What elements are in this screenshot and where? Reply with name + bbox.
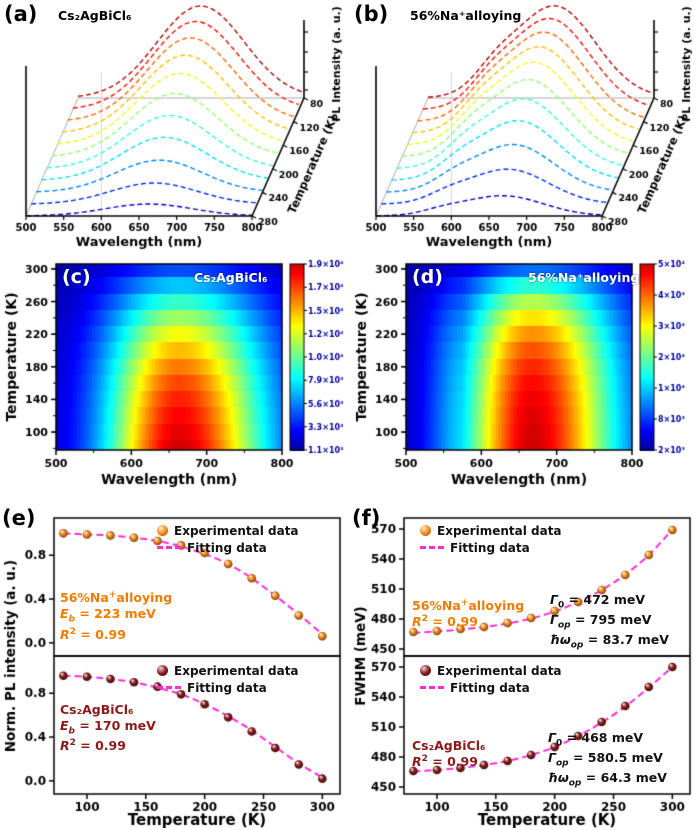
panel-f-fwhm-vs-temperature: (f) Experimental data Fitting data Exper… — [352, 506, 698, 828]
heatmap-cs2agbicl6 — [2, 254, 348, 502]
fitting-line-marker-icon — [157, 686, 181, 689]
panel-c-heatmap-cs2agbicl6: (c) Cs₂AgBiCl₆ — [2, 254, 348, 502]
legend-row-experimental: Experimental data — [157, 662, 299, 679]
experimental-data-marker-icon — [420, 525, 431, 536]
fitting-line-marker-icon — [420, 546, 444, 549]
legend-row-fitting: Fitting data — [420, 539, 562, 556]
annotation-na-alloying-phonon-params: Γ0 = 472 meV Γop = 795 meV ħωop = 83.7 meV — [550, 592, 669, 651]
panel-label-c: (c) — [62, 266, 91, 288]
panel-label-e: (e) — [2, 506, 36, 530]
panel-label-f: (f) — [352, 506, 381, 530]
panel-label-a: (a) — [4, 2, 38, 26]
panel-title-c: Cs₂AgBiCl₆ — [194, 270, 268, 285]
panel-d-heatmap-na-alloying: (d) 56%Na⁺alloying — [352, 254, 698, 502]
fitting-line-marker-icon — [420, 686, 444, 689]
legend-f-bottom: Experimental data Fitting data — [420, 662, 562, 696]
annotation-cs2agbicl6-binding-energy: Cs₂AgBiCl₆ Eb = 170 meV R2 = 0.99 — [60, 702, 156, 754]
annotation-cs2agbicl6-r2: Cs₂AgBiCl₆ R2 = 0.99 — [412, 738, 486, 770]
fitting-line-marker-icon — [157, 546, 181, 549]
scatter-plot-fwhm — [352, 506, 698, 828]
annotation-na-alloying-r2: 56%Na+alloying R2 = 0.99 — [412, 598, 525, 630]
legend-row-fitting: Fitting data — [420, 679, 562, 696]
panel-title-b: 56%Na⁺alloying — [410, 8, 522, 23]
panel-label-b: (b) — [354, 2, 389, 26]
legend-label-fitting: Fitting data — [450, 680, 530, 695]
waterfall-plot-cs2agbicl6 — [2, 2, 348, 252]
waterfall-plot-na-alloying — [352, 2, 698, 252]
panel-title-a: Cs₂AgBiCl₆ — [58, 8, 132, 23]
legend-label-experimental: Experimental data — [174, 523, 299, 538]
legend-label-experimental: Experimental data — [437, 523, 562, 538]
heatmap-na-alloying — [352, 254, 698, 502]
scatter-plot-norm-pl-intensity — [2, 506, 348, 828]
panel-b-waterfall-na-alloying: (b) 56%Na⁺alloying — [352, 2, 698, 252]
legend-row-fitting: Fitting data — [157, 679, 299, 696]
legend-label-fitting: Fitting data — [187, 680, 267, 695]
experimental-data-marker-icon — [157, 525, 168, 536]
annotation-na-alloying-binding-energy: 56%Na+alloying Eb = 223 meV R2 = 0.99 — [60, 590, 173, 642]
experimental-data-marker-icon — [420, 665, 431, 676]
legend-row-experimental: Experimental data — [157, 522, 299, 539]
legend-label-experimental: Experimental data — [174, 663, 299, 678]
panel-a-waterfall-cs2agbicl6: (a) Cs₂AgBiCl₆ — [2, 2, 348, 252]
legend-label-fitting: Fitting data — [187, 540, 267, 555]
panel-e-pl-intensity-vs-temperature: (e) Experimental data Fitting data Exper… — [2, 506, 348, 828]
legend-label-fitting: Fitting data — [450, 540, 530, 555]
legend-e-bottom: Experimental data Fitting data — [157, 662, 299, 696]
legend-e-top: Experimental data Fitting data — [157, 522, 299, 556]
legend-row-experimental: Experimental data — [420, 522, 562, 539]
legend-label-experimental: Experimental data — [437, 663, 562, 678]
legend-row-experimental: Experimental data — [420, 662, 562, 679]
legend-row-fitting: Fitting data — [157, 539, 299, 556]
panel-label-d: (d) — [412, 266, 443, 288]
annotation-cs2agbicl6-phonon-params: Γ0 = 468 meV Γop = 580.5 meV ħωop = 64.3 m… — [548, 730, 667, 789]
panel-title-d: 56%Na⁺alloying — [528, 270, 640, 285]
legend-f-top: Experimental data Fitting data — [420, 522, 562, 556]
experimental-data-marker-icon — [157, 665, 168, 676]
